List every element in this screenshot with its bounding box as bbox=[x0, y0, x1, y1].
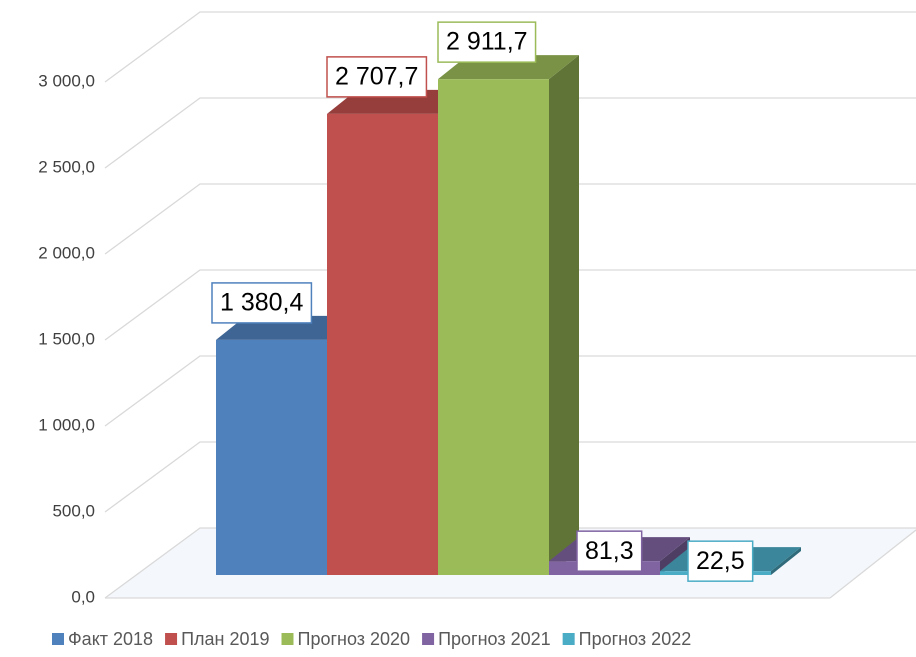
y-tick-label: 1 500,0 bbox=[38, 329, 95, 348]
legend-label: Факт 2018 bbox=[68, 629, 153, 649]
legend-swatch bbox=[165, 633, 178, 645]
grid-line bbox=[104, 527, 916, 599]
value-label: 2 911,7 bbox=[446, 28, 528, 56]
legend-swatch bbox=[422, 633, 435, 645]
bar-front bbox=[216, 339, 327, 575]
legend-swatch bbox=[281, 633, 294, 645]
y-tick-label: 500,0 bbox=[52, 501, 95, 520]
legend-label: Прогноз 2021 bbox=[438, 629, 551, 649]
y-tick-label: 2 500,0 bbox=[38, 157, 95, 176]
bar-side bbox=[771, 547, 801, 575]
legend-swatch bbox=[562, 633, 575, 645]
value-label: 1 380,4 bbox=[220, 289, 304, 317]
y-tick-label: 2 000,0 bbox=[38, 243, 95, 262]
value-label-box bbox=[326, 56, 428, 98]
grid-line bbox=[104, 269, 916, 341]
grid-line bbox=[104, 97, 916, 169]
bar-side bbox=[549, 55, 579, 575]
value-label: 81,3 bbox=[585, 537, 634, 565]
bar bbox=[438, 55, 579, 576]
legend-label: Прогноз 2020 bbox=[298, 629, 411, 649]
value-label-box bbox=[437, 21, 537, 63]
grid-line bbox=[104, 441, 916, 513]
grid-line bbox=[104, 183, 916, 255]
grid-line bbox=[104, 11, 916, 83]
floor-edge bbox=[829, 529, 916, 599]
y-tick-label: 0,0 bbox=[71, 587, 95, 606]
y-tick-label: 3 000,0 bbox=[38, 71, 95, 90]
grid-line bbox=[104, 355, 916, 427]
legend-label: План 2019 bbox=[181, 629, 269, 649]
value-label-box bbox=[211, 282, 313, 324]
value-label: 2 707,7 bbox=[335, 62, 418, 90]
bar-front bbox=[327, 113, 438, 575]
legend-label: Прогноз 2022 bbox=[579, 629, 692, 649]
value-label-box bbox=[687, 540, 754, 582]
bar-front bbox=[438, 79, 549, 576]
value-label-box bbox=[576, 530, 643, 572]
y-tick-label: 1 000,0 bbox=[38, 415, 95, 434]
value-label: 22,5 bbox=[696, 547, 745, 575]
legend-swatch bbox=[52, 633, 64, 645]
